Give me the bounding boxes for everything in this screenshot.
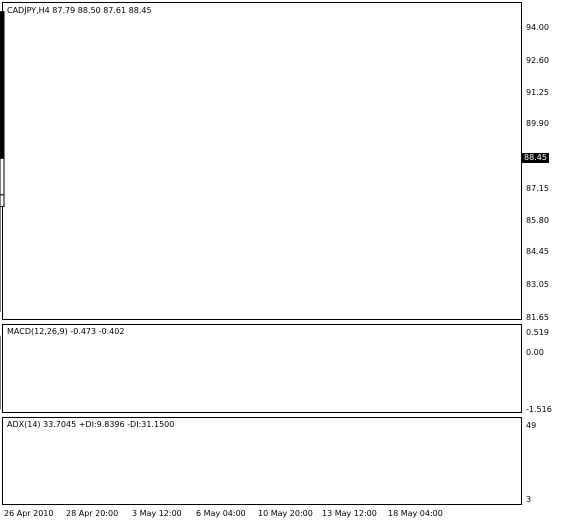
price-pane: CADJPY,H4 87.79 88.50 87.61 88.45 [2,2,522,320]
current-price-tag: 88.45 [522,153,549,164]
time-tick-label: 18 May 04:00 [388,509,443,518]
macd-pane-title: MACD(12,26,9) -0.473 -0.402 [7,327,125,336]
bear-candle [0,133,5,159]
time-tick-label: 28 Apr 20:00 [66,509,119,518]
macd-pane: MACD(12,26,9) -0.473 -0.402 [2,324,522,413]
adx-tick-label: 3 [526,495,532,504]
price-tick-label: 83.05 [526,280,549,290]
price-pane-title: CADJPY,H4 87.79 88.50 87.61 88.45 [7,6,152,15]
macd-tick-label: 0.519 [526,328,549,337]
price-tick-label: 84.45 [526,247,549,257]
time-tick-label: 13 May 12:00 [322,509,377,518]
macd-tick-label: 0.00 [526,347,544,357]
adx-pane: ADX(14) 33.7045 +DI:9.8396 -DI:31.1500 [2,417,522,505]
time-tick-label: 6 May 04:00 [196,509,246,518]
time-tick-label: 26 Apr 2010 [4,509,54,518]
price-tick-label: 94.00 [526,23,549,33]
price-tick-label: 85.80 [526,215,549,225]
price-tick-label: 89.90 [526,119,549,129]
adx-pane-title: ADX(14) 33.7045 +DI:9.8396 -DI:31.1500 [7,420,175,429]
price-tick-label: 91.25 [526,87,549,97]
time-tick-label: 3 May 12:00 [132,509,182,518]
time-tick-label: 10 May 20:00 [258,509,313,518]
macd-tick-label: -1.516 [526,405,552,414]
adx-tick-label: 49 [526,421,537,430]
price-tick-label: 81.65 [526,313,549,322]
price-tick-label: 92.60 [526,55,549,65]
price-tick-label: 87.15 [526,183,549,193]
